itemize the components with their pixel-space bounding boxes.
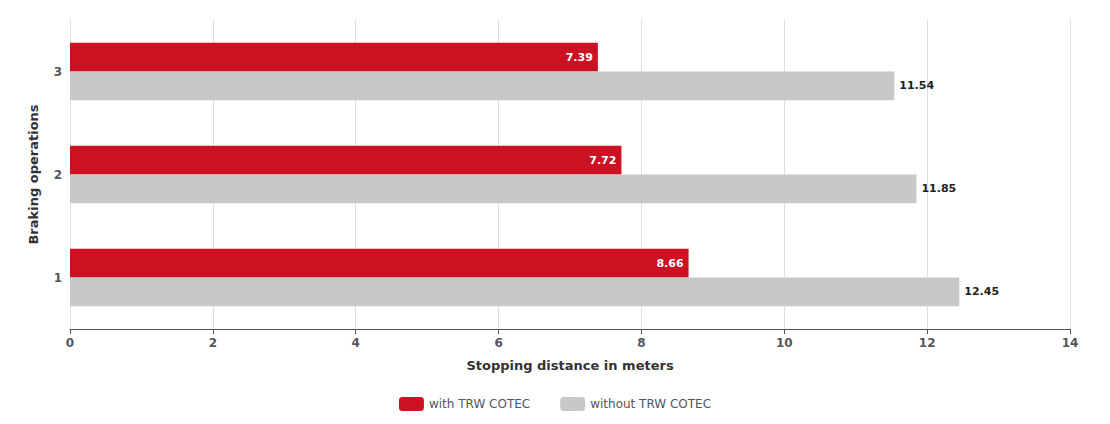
svg-text:8.66: 8.66 bbox=[656, 257, 683, 270]
svg-text:7.39: 7.39 bbox=[566, 51, 593, 64]
svg-text:without TRW COTEC: without TRW COTEC bbox=[590, 397, 711, 411]
svg-text:2: 2 bbox=[54, 168, 62, 182]
svg-text:12.45: 12.45 bbox=[964, 285, 999, 298]
svg-text:6: 6 bbox=[494, 336, 502, 350]
svg-text:2: 2 bbox=[209, 336, 217, 350]
svg-text:with TRW COTEC: with TRW COTEC bbox=[429, 397, 530, 411]
svg-text:4: 4 bbox=[352, 336, 360, 350]
svg-text:12: 12 bbox=[919, 336, 936, 350]
svg-text:7.72: 7.72 bbox=[589, 154, 616, 167]
svg-text:11.54: 11.54 bbox=[899, 79, 934, 92]
svg-text:Braking operations: Braking operations bbox=[26, 104, 41, 244]
svg-text:0: 0 bbox=[66, 336, 74, 350]
svg-text:Stopping distance in meters: Stopping distance in meters bbox=[466, 358, 673, 373]
svg-text:8: 8 bbox=[637, 336, 645, 350]
svg-text:1: 1 bbox=[54, 271, 62, 285]
svg-text:10: 10 bbox=[776, 336, 793, 350]
svg-text:14: 14 bbox=[1062, 336, 1079, 350]
svg-text:11.85: 11.85 bbox=[921, 182, 956, 195]
svg-text:3: 3 bbox=[54, 65, 62, 79]
